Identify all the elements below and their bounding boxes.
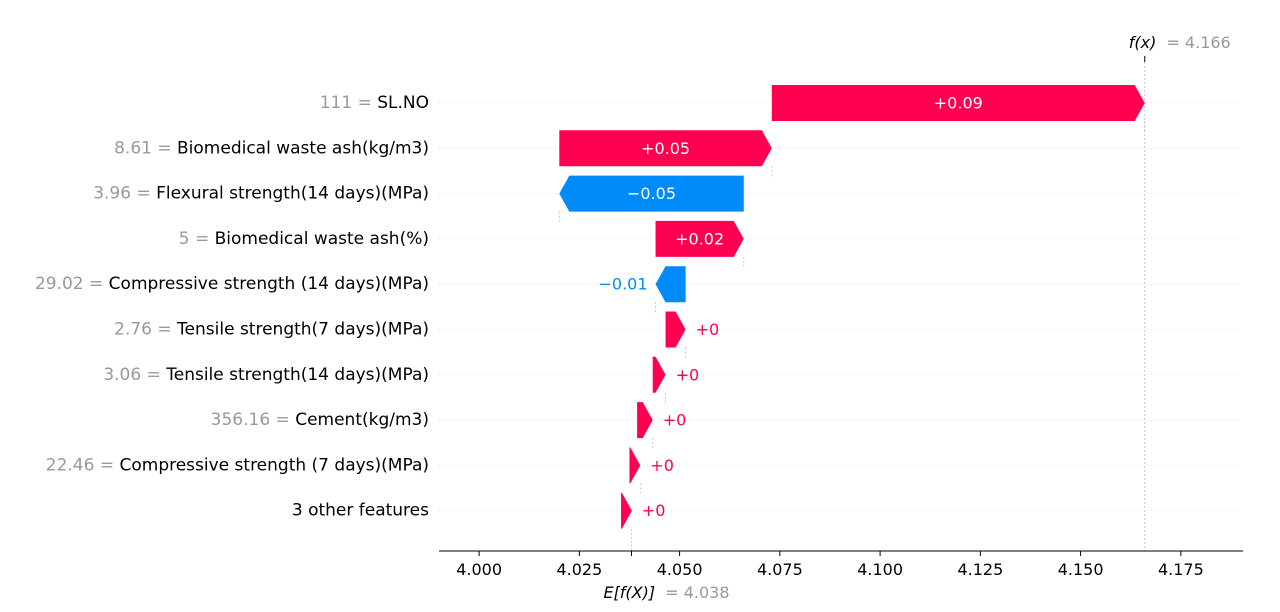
feature-name: SL.NO: [377, 93, 429, 113]
bar-value-label: −0.01: [599, 275, 648, 294]
feature-label: 3 other features: [292, 501, 429, 521]
positive-bar: [621, 492, 632, 529]
output-value-label: f(x) = 4.166: [1129, 33, 1231, 52]
x-axis: 4.000 4.025 4.050 4.075 4.100 4.125 4.150 4.175: [439, 550, 1243, 579]
bar-value-label: +0.09: [934, 94, 983, 113]
feature-labels: 111 = SL.NO 8.61 = Biomedical waste ash(k…: [35, 93, 429, 521]
feature-name: Compressive strength (7 days)(MPa): [119, 455, 429, 475]
feature-value: 2.76 =: [114, 320, 177, 340]
feature-label: 22.46 = Compressive strength (7 days)(MP…: [46, 455, 429, 475]
x-tick-label: 4.150: [1058, 560, 1104, 579]
feature-label: 29.02 = Compressive strength (14 days)(M…: [35, 274, 429, 294]
feature-label: 5 = Biomedical waste ash(%): [179, 229, 429, 249]
bar-value-labels: +0.09 +0.05 −0.05 +0.02 −0.01 +0 +0 +0 +0 +0: [599, 94, 983, 521]
feature-label: 356.16 = Cement(kg/m3): [211, 410, 429, 430]
positive-bar: [655, 220, 744, 257]
base-value-text: = 4.038: [665, 583, 729, 602]
feature-value: 8.61 =: [114, 138, 177, 158]
positive-bar: [652, 356, 666, 393]
bar-value-label: −0.05: [627, 184, 676, 203]
positive-bar: [665, 311, 686, 348]
feature-label: 3.96 = Flexural strength(14 days)(MPa): [93, 184, 429, 204]
bar-value-label: +0: [663, 411, 687, 430]
x-tick-label: 4.000: [456, 560, 502, 579]
feature-value: 5 =: [179, 229, 215, 249]
feature-name: 3 other features: [292, 501, 429, 521]
base-value-label: E[f(X)] = 4.038: [603, 583, 729, 602]
base-label: E[f(X)]: [603, 583, 655, 602]
feature-name: Flexural strength(14 days)(MPa): [156, 184, 429, 204]
negative-bar: [655, 266, 686, 303]
feature-value: 356.16 =: [211, 410, 296, 430]
feature-value: 22.46 =: [46, 455, 120, 475]
feature-name: Compressive strength (14 days)(MPa): [109, 274, 429, 294]
bar-value-label: +0.05: [641, 139, 690, 158]
x-tick-label: 4.100: [857, 560, 903, 579]
feature-name: Biomedical waste ash(%): [215, 229, 429, 249]
x-ticks: 4.000 4.025 4.050 4.075 4.100 4.125 4.150 4.175: [456, 551, 1204, 579]
waterfall-bars: [559, 85, 1145, 529]
x-tick-label: 4.025: [556, 560, 602, 579]
bar-value-label: +0: [642, 501, 666, 520]
feature-name: Tensile strength(7 days)(MPa): [176, 320, 429, 340]
feature-label: 111 = SL.NO: [320, 93, 429, 113]
positive-bar: [629, 447, 641, 484]
feature-name: Tensile strength(14 days)(MPa): [165, 365, 429, 385]
feature-name: Biomedical waste ash(kg/m3): [177, 138, 429, 158]
feature-value: 3.06 =: [103, 365, 166, 385]
negative-bar: [559, 175, 744, 212]
feature-label: 3.06 = Tensile strength(14 days)(MPa): [103, 365, 429, 385]
connector-lines: [558, 62, 1146, 551]
x-tick-label: 4.125: [957, 560, 1003, 579]
output-value-annotation: f(x) = 4.166: [1129, 33, 1231, 62]
base-value-annotation: E[f(X)] = 4.038: [603, 551, 730, 602]
feature-value: 111 =: [320, 93, 378, 113]
x-tick-label: 4.175: [1158, 560, 1204, 579]
bar-value-label: +0: [696, 320, 720, 339]
feature-value: 3.96 =: [93, 184, 156, 204]
x-tick-label: 4.075: [757, 560, 803, 579]
positive-bar: [771, 85, 1145, 121]
feature-name: Cement(kg/m3): [295, 410, 429, 430]
bar-value-label: +0: [650, 456, 674, 475]
positive-bar: [637, 402, 653, 439]
feature-label: 2.76 = Tensile strength(7 days)(MPa): [114, 320, 429, 340]
output-label: f(x): [1129, 33, 1157, 52]
bar-value-label: +0: [676, 365, 700, 384]
feature-label: 8.61 = Biomedical waste ash(kg/m3): [114, 138, 429, 158]
output-value-text: = 4.166: [1166, 33, 1230, 52]
positive-bar: [559, 130, 772, 167]
bar-value-label: +0.02: [675, 229, 724, 248]
feature-value: 29.02 =: [35, 274, 109, 294]
x-tick-label: 4.050: [657, 560, 703, 579]
